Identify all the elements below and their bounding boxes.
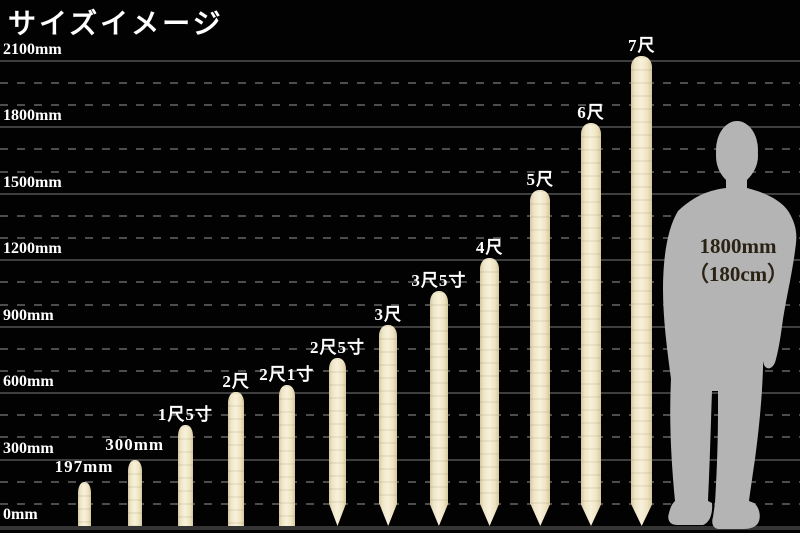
gridline-dashed [0,82,800,84]
silhouette-height-label: 1800mm （180cm） [678,232,798,289]
stake-shaft [329,358,346,504]
y-axis-label: 2100mm [3,40,62,58]
y-axis-label: 1200mm [3,240,62,258]
gridline-solid [0,126,800,129]
gridline-dashed [0,170,800,173]
gridline-dashed [0,347,800,350]
stake-bar [631,56,653,526]
baseline-axis [0,526,800,530]
silhouette-height-cm: （180cm） [687,262,789,287]
gridline-dashed [0,104,800,107]
stake-shaft [631,56,653,504]
y-axis-label: 300mm [3,439,54,457]
stake-shaft [278,385,295,526]
y-axis-label: 1800mm [3,107,62,125]
stake-shaft [530,190,551,504]
silhouette-body [663,136,797,529]
stake-bar [429,290,449,526]
y-axis-label: 600mm [3,373,54,391]
stake-label: 4尺 [475,237,504,257]
stake-bar [178,425,193,526]
stake-bar [127,459,142,526]
stake-shaft [228,391,244,526]
gridline-dashed [0,303,800,306]
y-axis-label: 1500mm [3,173,62,191]
stake-label: 5尺 [526,170,555,190]
y-axis-label: 0mm [3,506,38,523]
gridline-solid [0,192,800,195]
stake-shaft [379,324,397,504]
gridline-dashed [0,369,800,372]
gridline-dashed [0,237,800,240]
gridline-dashed [0,502,800,505]
stake-pointed-tip [429,503,449,526]
stake-pointed-tip [329,503,346,526]
stake-bar [228,391,244,526]
gridline-solid [0,325,800,328]
stake-label: 3尺 [374,304,402,324]
stake-label: 2尺1寸 [259,365,315,385]
stake-bar [329,358,346,526]
gridline-dashed [0,480,800,483]
stake-label: 2尺 [222,371,250,391]
stake-bar [379,324,397,526]
stake-bar [278,385,295,526]
gridline-solid [0,458,800,461]
stake-label: 3尺5寸 [411,270,467,290]
stake-shaft [480,257,500,504]
gridline-dashed [0,214,800,217]
gridline-dashed [0,414,800,417]
stake-pointed-tip [530,503,551,526]
stake-pointed-tip [580,503,602,526]
stake-pointed-tip [631,503,653,526]
gridline-solid [0,392,800,395]
stake-pointed-tip [379,503,397,526]
stake-bar [530,190,551,526]
silhouette-height-mm: 1800mm [699,234,777,258]
stake-bar [580,123,602,526]
gridline-solid [0,259,800,262]
stake-bar [77,482,91,526]
stake-pointed-tip [480,503,500,526]
y-axis-label: 900mm [3,306,54,324]
gridline-dashed [0,281,800,284]
human-silhouette [663,121,797,529]
stake-shaft [77,482,91,526]
gridline-dashed [0,436,800,439]
chart-title: サイズイメージ [8,9,224,40]
stake-shaft [178,425,193,526]
stake-shaft [429,290,449,504]
stake-label: 1尺5寸 [157,405,213,425]
stake-label: 6尺 [577,103,605,123]
stake-label: 300mm [105,434,165,454]
gridline-solid [0,59,800,62]
stake-label: 7尺 [627,36,656,56]
stake-label: 197mm [54,457,114,477]
stake-shaft [127,459,142,526]
stake-bar [480,257,500,526]
gridline-dashed [0,148,800,151]
stake-label: 2尺5寸 [310,338,365,358]
stake-shaft [580,123,602,504]
